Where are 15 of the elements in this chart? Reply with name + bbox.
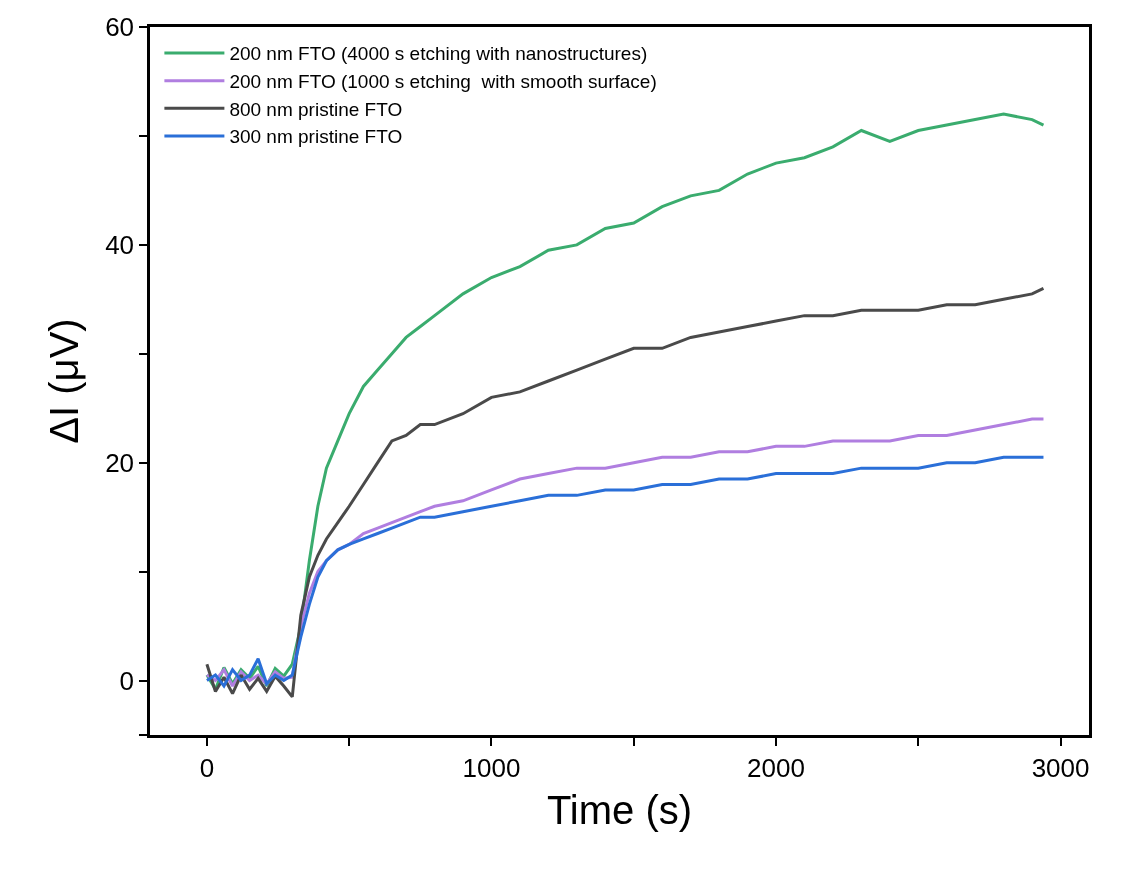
x-tick-label: 2000 [747, 752, 805, 783]
legend-label: 800 nm pristine FTO [229, 98, 403, 120]
y-tick-label: 60 [105, 12, 135, 43]
legend-label: 300 nm pristine FTO [229, 126, 403, 148]
legend-label: 200 nm FTO (1000 s etching with smooth surface) [229, 71, 657, 93]
y-tick-label: 40 [105, 229, 135, 260]
x-tick-label: 0 [199, 752, 215, 783]
line-series [205, 286, 1045, 699]
x-tick-label: 1000 [462, 752, 521, 783]
x-axis-title: Time (s) [546, 788, 693, 833]
y-tick-label: 20 [105, 447, 135, 478]
legend-label: 200 nm FTO (4000 s etching with nanostructures) [229, 43, 648, 65]
y-tick-label: 0 [119, 665, 135, 696]
y-axis-title: ΔI (μV) [41, 318, 86, 444]
x-tick-label: 3000 [1031, 752, 1090, 783]
